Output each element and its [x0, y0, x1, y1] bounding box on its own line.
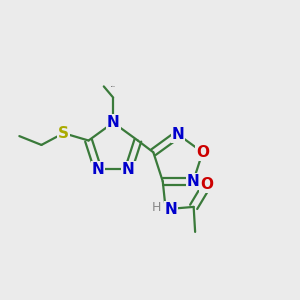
- Text: N: N: [187, 174, 200, 189]
- Text: N: N: [107, 115, 120, 130]
- Text: O: O: [200, 177, 213, 192]
- Text: S: S: [58, 126, 69, 141]
- Text: N: N: [122, 162, 135, 177]
- Text: N: N: [165, 202, 177, 217]
- Text: methyl: methyl: [111, 86, 116, 87]
- Text: N: N: [172, 127, 184, 142]
- Text: N: N: [92, 162, 104, 177]
- Text: H: H: [152, 201, 161, 214]
- Text: O: O: [196, 145, 209, 160]
